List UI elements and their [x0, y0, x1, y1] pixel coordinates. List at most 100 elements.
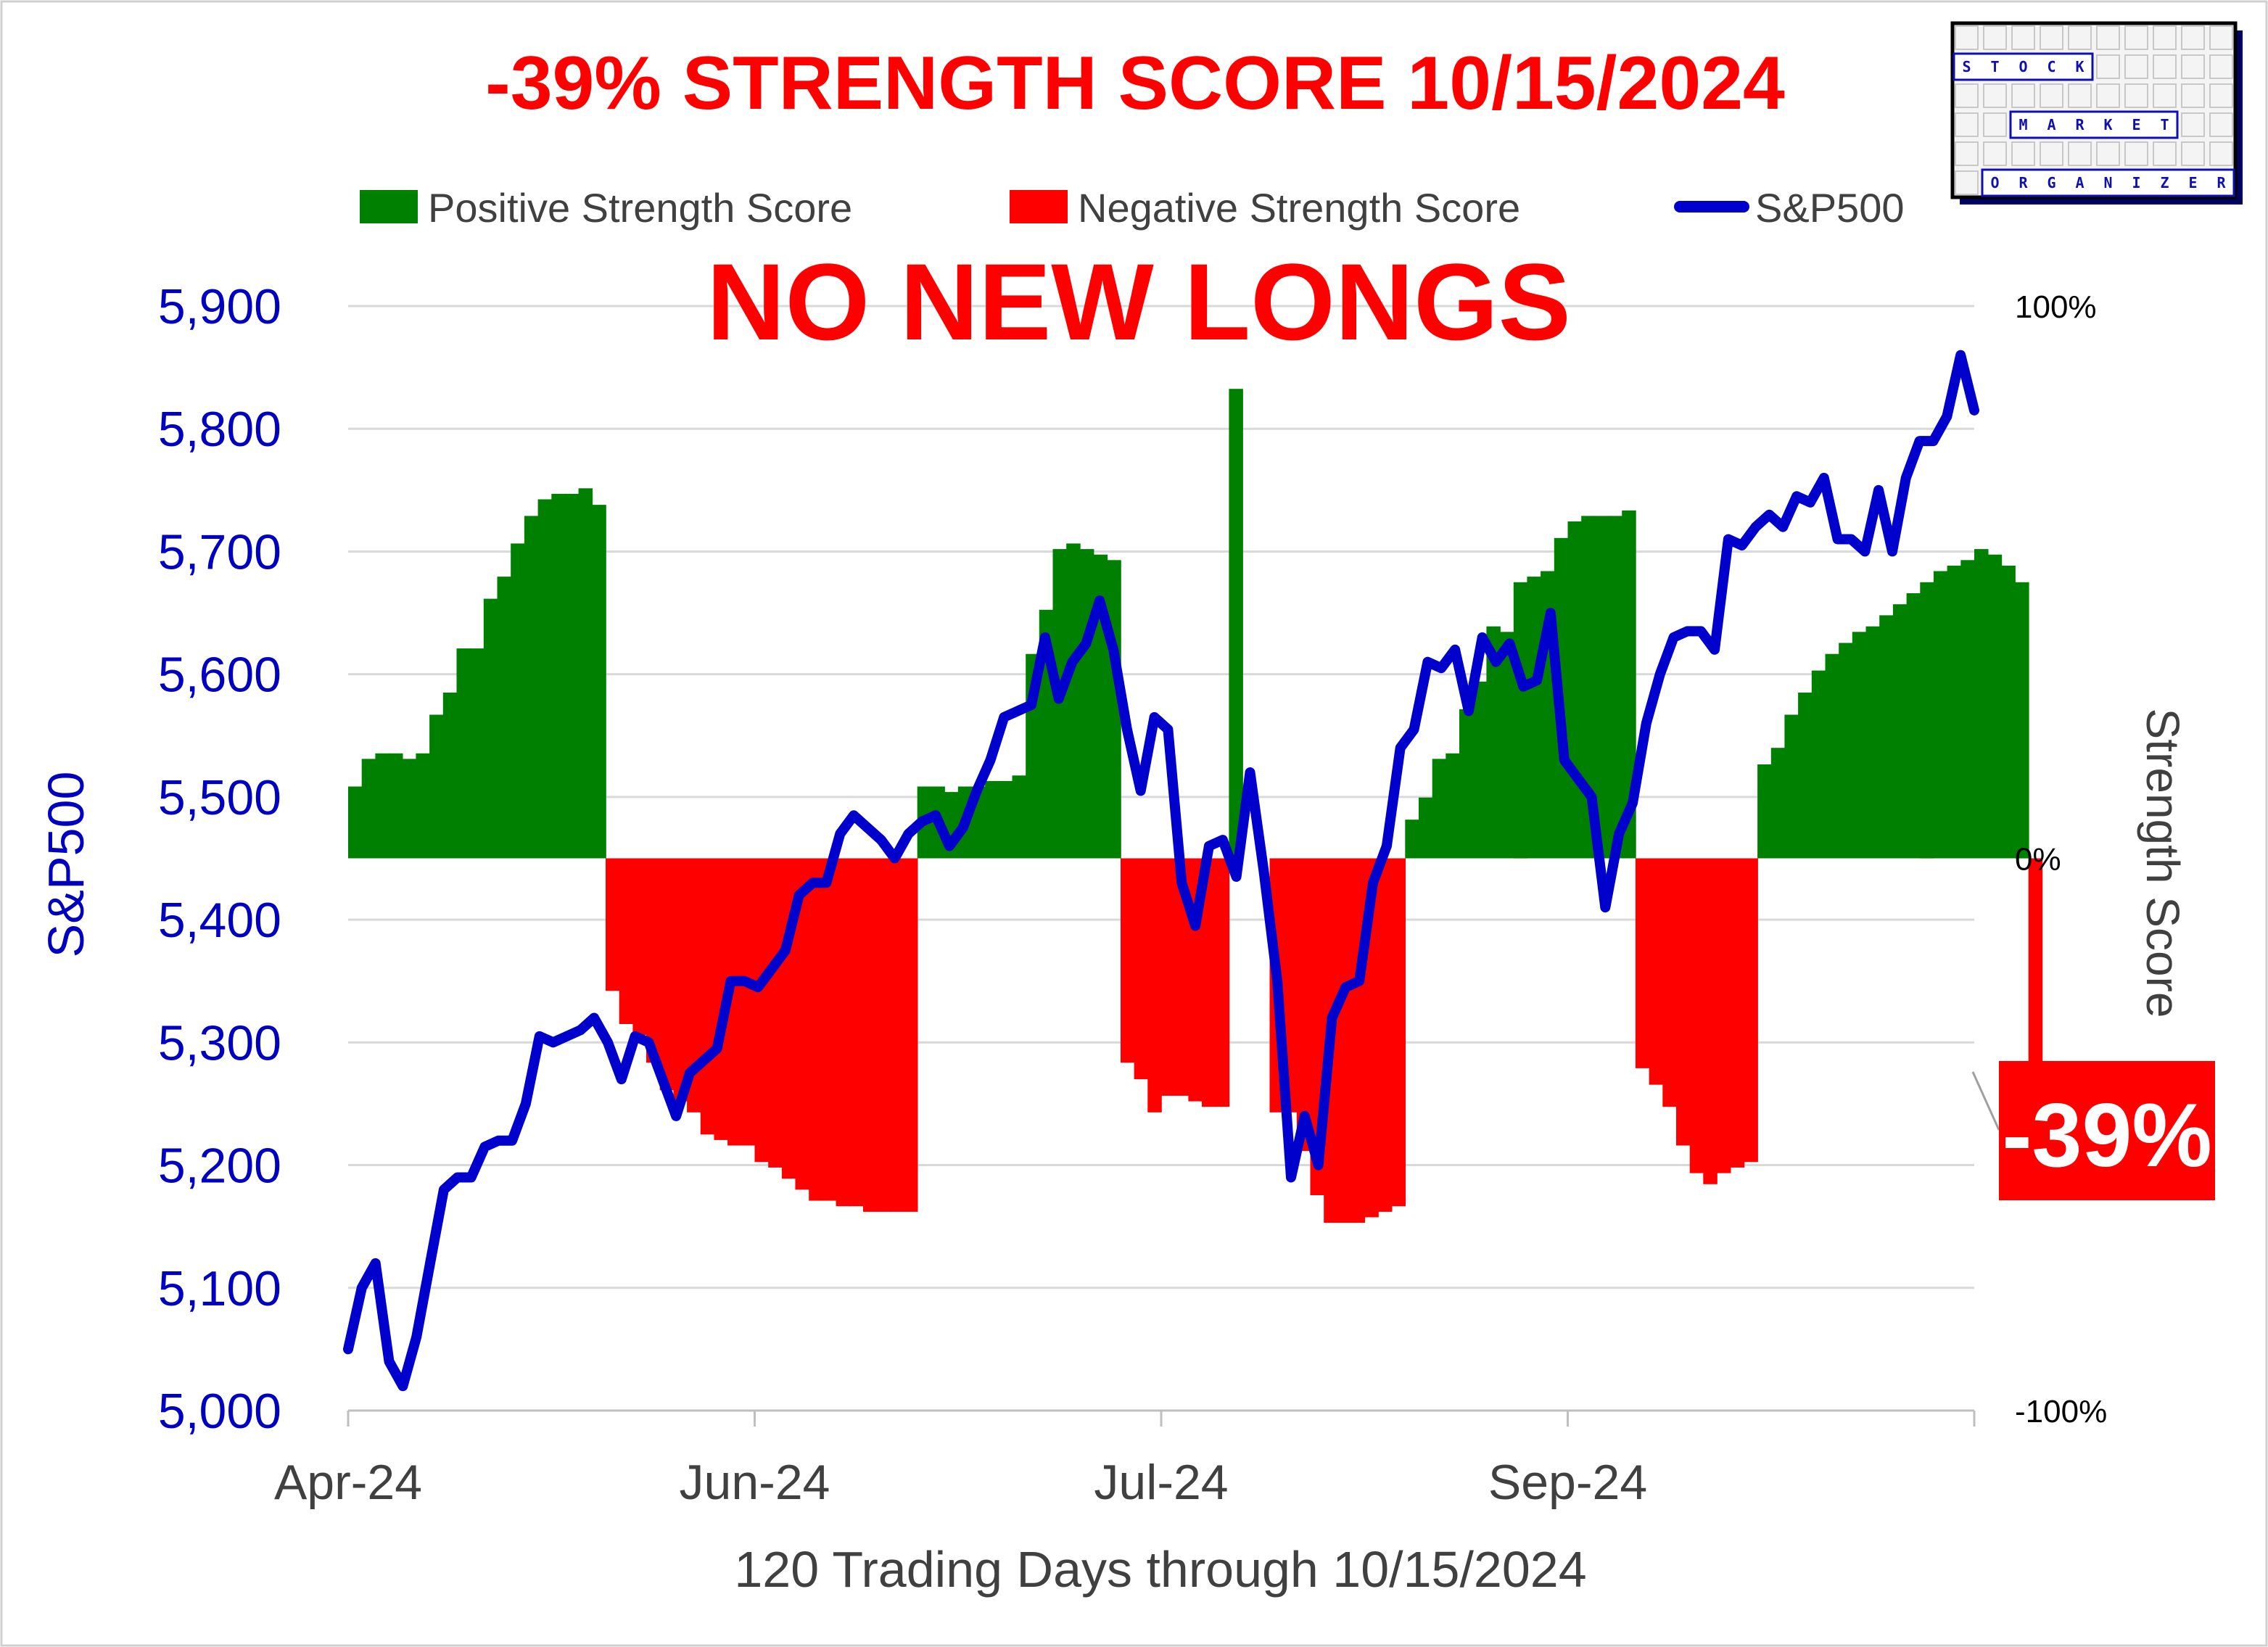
positive-strength-bar [1757, 764, 1772, 859]
positive-strength-bar [592, 505, 606, 859]
negative-strength-bar [849, 858, 864, 1207]
positive-strength-bar [1486, 626, 1501, 859]
logo-word-box [2009, 110, 2179, 139]
logo-grid-cell [1955, 170, 1979, 195]
positive-strength-bar [1500, 632, 1514, 859]
negative-strength-bar [606, 858, 620, 991]
logo-grid-cell [2209, 54, 2233, 79]
x-axis-ticks: Apr-24 Jun-24 Jul-24 Sep-24 [274, 1455, 1647, 1510]
logo-word-box [1981, 168, 2235, 197]
positive-strength-bar [1446, 753, 1460, 859]
x-tick-label: Jun-24 [680, 1455, 830, 1510]
logo-grid-cell [2040, 83, 2063, 108]
negative-strength-bar [1377, 858, 1393, 1212]
positive-strength-bar [1513, 582, 1528, 859]
left-axis-label: S&P500 [38, 772, 94, 958]
positive-strength-bar [511, 543, 525, 859]
logo-grid-cell [2153, 25, 2177, 50]
logo-letter: M [2018, 116, 2027, 133]
positive-strength-bar [1581, 516, 1596, 859]
logo-grid-cell [2209, 83, 2233, 108]
positive-strength-bar [1405, 820, 1419, 859]
positive-strength-bar [1472, 681, 1488, 859]
logo-grid-cell [1955, 141, 1979, 166]
positive-strength-bar [1784, 714, 1799, 859]
negative-strength-bar [1351, 858, 1366, 1223]
negative-strength-bar [714, 858, 728, 1140]
positive-strength-bar [361, 759, 376, 859]
negative-strength-bar [741, 858, 756, 1146]
logo-grid-cell [2209, 112, 2233, 137]
negative-strength-bar [700, 858, 715, 1135]
positive-strength-bar [1825, 653, 1839, 859]
positive-strength-bar [1892, 604, 1908, 859]
negative-strength-bar [632, 858, 647, 1036]
left-tick-label: 5,300 [158, 1015, 281, 1070]
logo-letter: T [2160, 116, 2169, 133]
logo-letter: O [1990, 174, 1999, 191]
positive-strength-bar [1947, 565, 1962, 859]
logo-grid-cell [2124, 54, 2148, 79]
x-axis-label: 120 Trading Days through 10/15/2024 [734, 1541, 1586, 1598]
positive-strength-bar [1770, 748, 1786, 859]
logo-grid-cell [2209, 141, 2233, 166]
negative-strength-bar [1134, 858, 1149, 1080]
positive-strength-bar [2015, 582, 2029, 859]
logo-grid-cell [2011, 83, 2035, 108]
negative-strength-bar [727, 858, 742, 1146]
negative-strength-bar [1161, 858, 1176, 1096]
left-tick-label: 5,600 [158, 648, 281, 703]
left-tick-label: 5,200 [158, 1139, 281, 1194]
negative-strength-bar [1215, 858, 1230, 1107]
negative-strength-bar [1676, 858, 1691, 1146]
positive-strength-bar [402, 759, 417, 859]
legend-label: S&P500 [1755, 185, 1905, 231]
positive-strength-bar [524, 516, 539, 859]
positive-strength-bar [578, 488, 593, 859]
logo-grid-cell [2040, 25, 2063, 50]
sp500-line [343, 350, 1979, 1392]
positive-strength-bar [998, 780, 1013, 859]
logo-grid-cell [1983, 25, 2007, 50]
left-tick-label: 5,000 [158, 1384, 281, 1439]
negative-strength-bar [1121, 858, 1135, 1063]
positive-strength-bar [2001, 565, 2016, 859]
positive-strength-bar [1798, 693, 1813, 859]
logo-grid-cell [1983, 83, 2007, 108]
left-tick-label: 5,800 [158, 402, 281, 457]
logo-letter: K [2103, 116, 2112, 133]
x-tick-label: Sep-24 [1488, 1455, 1647, 1510]
positive-strength-bar [416, 753, 430, 859]
logo-grid-cell [2209, 25, 2233, 50]
negative-strength-bar [836, 858, 851, 1207]
negative-strength-bar [1730, 858, 1745, 1168]
x-tick-label: Apr-24 [274, 1455, 422, 1510]
negative-strength-bar [659, 858, 675, 1091]
logo-grid-cell [2153, 83, 2177, 108]
logo-grid-cell [2153, 54, 2177, 79]
negative-strength-bar [1744, 858, 1758, 1163]
positive-strength-bar [497, 577, 511, 859]
positive-strength-bar [1419, 797, 1433, 859]
logo-grid-cell [2181, 83, 2205, 108]
logo-grid-cell [1983, 141, 2007, 166]
positive-strength-bar [1865, 626, 1880, 859]
negative-strength-bar [809, 858, 823, 1201]
positive-strength-bar [375, 753, 389, 859]
positive-strength-bar [429, 714, 444, 859]
right-axis-label: Strength Score [2137, 709, 2189, 1018]
strength-bars [348, 389, 2043, 1223]
positive-strength-bar [1933, 571, 1948, 859]
negative-strength-bar [1703, 858, 1718, 1184]
logo-grid-cell [2068, 83, 2092, 108]
logo-grid-cell [2181, 112, 2205, 137]
logo-grid-cell [1955, 25, 1979, 50]
negative-strength-bar [673, 858, 688, 1102]
logo-frame [1950, 21, 2238, 199]
left-tick-label: 5,900 [158, 279, 281, 334]
positive-strength-bar [389, 753, 403, 859]
positive-strength-bar [985, 780, 999, 859]
positive-strength-bar [1066, 543, 1081, 859]
